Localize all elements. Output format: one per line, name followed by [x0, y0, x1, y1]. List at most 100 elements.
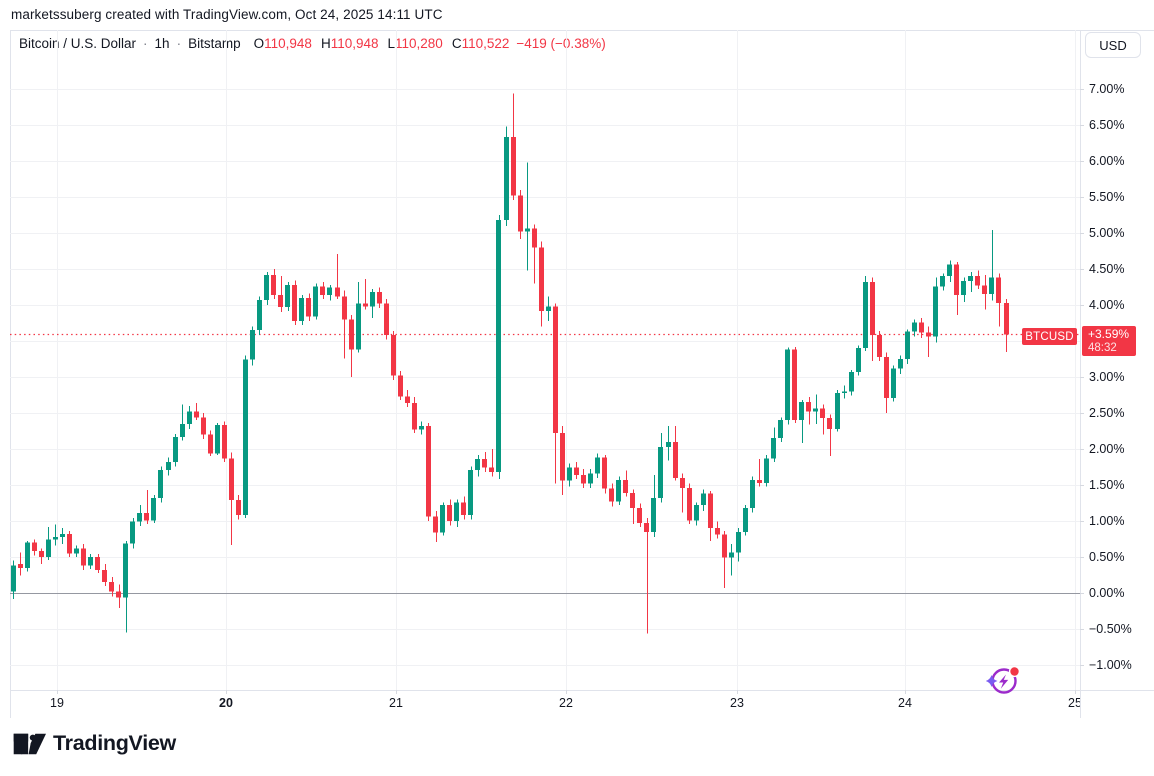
candle-body	[271, 274, 276, 295]
price-pane[interactable]	[10, 30, 1080, 718]
candle-body	[496, 220, 501, 473]
price-axis-label: 4.00%	[1089, 298, 1125, 312]
tradingview-logo[interactable]: TradingView	[12, 731, 176, 756]
candle-body	[602, 457, 607, 489]
candle-body	[166, 461, 171, 470]
candle-body	[567, 467, 572, 481]
candle-body	[144, 513, 149, 521]
price-axis-label: −0.50%	[1089, 622, 1132, 636]
time-axis-label: 20	[219, 696, 233, 710]
candle-body	[222, 425, 227, 459]
price-axis-tick	[1080, 593, 1084, 594]
candle-body	[405, 396, 410, 403]
time-axis-label: 19	[50, 696, 64, 710]
price-axis-label: 5.50%	[1089, 190, 1125, 204]
candle-body	[32, 542, 37, 552]
candle-body	[306, 297, 311, 317]
candle-body	[595, 457, 600, 474]
price-axis-label: 3.00%	[1089, 370, 1125, 384]
price-axis-tick	[1080, 377, 1084, 378]
candle-body	[996, 277, 1001, 303]
tradingview-mark-icon	[13, 733, 46, 754]
candle-body	[905, 331, 910, 359]
candle-body	[532, 228, 537, 248]
candle-body	[482, 459, 487, 468]
candle-body	[989, 277, 994, 295]
candle-body	[616, 479, 621, 502]
candle-body	[419, 425, 424, 430]
candle-body	[327, 287, 332, 295]
candle-body	[109, 582, 114, 592]
tradingview-logo-text: TradingView	[53, 731, 176, 755]
symbol-price-flag: BTCUSD	[1022, 328, 1077, 345]
time-axis-tick	[1075, 690, 1076, 694]
candle-body	[933, 286, 938, 337]
candle-body	[539, 247, 544, 311]
exchange-label: Bitstamp	[188, 36, 241, 51]
ohlc-values: O110,948 H110,948 L110,280 C110,522	[254, 36, 510, 51]
candle-body	[236, 500, 241, 516]
candle-body	[349, 319, 354, 350]
candle-body	[243, 359, 248, 516]
time-axis-tick	[396, 690, 397, 694]
price-axis-label: 7.00%	[1089, 82, 1125, 96]
candle-body	[546, 306, 551, 311]
candle-body	[335, 287, 340, 297]
candle-body	[173, 436, 178, 462]
price-axis-tick	[1080, 557, 1084, 558]
symbol-name[interactable]: Bitcoin / U.S. Dollar	[19, 36, 137, 51]
candle-body	[898, 359, 903, 369]
spark-stamp-icon	[986, 665, 1021, 694]
candle-body	[489, 467, 494, 473]
red-dot	[1010, 667, 1019, 676]
candle-body	[433, 516, 438, 533]
candle-body	[377, 292, 382, 304]
candle-body	[961, 281, 966, 295]
price-axis-tick	[1080, 665, 1084, 666]
price-axis-tick	[1080, 485, 1084, 486]
price-axis-label: 1.50%	[1089, 478, 1125, 492]
candle-body	[715, 528, 720, 535]
candle-body	[673, 441, 678, 478]
candle-body	[835, 392, 840, 429]
candle-body	[398, 375, 403, 397]
interval-label[interactable]: 1h	[154, 36, 170, 51]
candle-body	[67, 533, 72, 554]
candle-body	[370, 292, 375, 307]
candle-body	[680, 477, 685, 488]
candle-body	[46, 539, 51, 557]
candle-body	[18, 564, 23, 568]
current-price-badge: +3.59% 48:32	[1082, 326, 1136, 356]
time-axis-label: 21	[389, 696, 403, 710]
candle-body	[799, 402, 804, 421]
candle-body	[116, 591, 121, 598]
candle-body	[137, 513, 142, 522]
price-axis-label: 0.00%	[1089, 586, 1125, 600]
candle-body	[292, 284, 297, 321]
candle-body	[412, 402, 417, 430]
candle-body	[771, 438, 776, 459]
candle-body	[278, 294, 283, 308]
time-axis[interactable]: 19 20 21 22 23 24 25	[10, 690, 1080, 718]
candle-body	[285, 284, 290, 308]
price-axis-tick	[1080, 233, 1084, 234]
candle-body	[701, 493, 706, 506]
candle-body	[968, 276, 973, 282]
price-axis-label: 6.00%	[1089, 154, 1125, 168]
price-axis-tick	[1080, 197, 1084, 198]
chart-top-border	[10, 30, 1154, 31]
candle-body	[820, 408, 825, 419]
candle-body	[229, 458, 234, 501]
candle-body	[574, 467, 579, 475]
candle-body	[194, 411, 199, 418]
price-axis-tick	[1080, 413, 1084, 414]
candle-body	[53, 536, 58, 540]
candle-body	[708, 493, 713, 529]
candle-body	[391, 335, 396, 376]
price-change-percent: +3.59%	[1088, 327, 1130, 341]
price-axis-tick	[1080, 449, 1084, 450]
attribution-text: marketssuberg created with TradingView.c…	[11, 7, 443, 22]
candle-body	[299, 297, 304, 321]
currency-toggle-button[interactable]: USD	[1085, 32, 1141, 58]
price-axis-border	[1080, 30, 1081, 718]
